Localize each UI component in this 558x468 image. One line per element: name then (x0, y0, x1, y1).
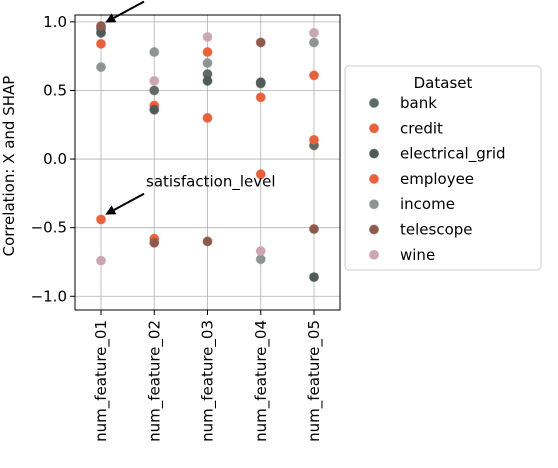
data-point-employee (96, 214, 106, 225)
y-tick-label: 0.0 (43, 150, 67, 168)
legend-marker-wine (369, 249, 379, 260)
data-point-electrical_grid (202, 75, 213, 86)
data-point-wine (202, 31, 213, 42)
y-tick-label: 1.0 (43, 13, 67, 31)
annotation-arrow (105, 192, 145, 215)
legend-label-telescope: telescope (400, 221, 473, 239)
legend-label-bank: bank (400, 94, 437, 112)
legend-marker-telescope (369, 224, 379, 235)
y-tick-label: 0.5 (43, 81, 67, 99)
data-point-employee (309, 134, 319, 145)
data-point-telescope (96, 20, 106, 31)
x-tick-label: num_feature_05 (305, 320, 324, 442)
legend-marker-credit (369, 123, 379, 134)
y-axis-ticks: 1.0 0.5 0.0 −0.5 −1.0 (31, 13, 75, 305)
data-point-bank (149, 85, 160, 96)
legend-label-wine: wine (400, 246, 435, 264)
data-point-credit (255, 92, 266, 103)
data-point-wine (255, 246, 266, 256)
legend-label-income: income (400, 195, 455, 213)
legend-title: Dataset (414, 74, 473, 92)
x-axis-ticks: num_feature_01 num_feature_02 num_feature_… (92, 310, 324, 442)
data-point-credit (309, 70, 319, 81)
annotations: durationsatisfaction_level (105, 0, 276, 215)
annotation-arrow (105, 0, 145, 23)
legend-box (344, 65, 542, 271)
data-point-employee (255, 169, 266, 180)
data-point-income (202, 58, 213, 69)
legend-marker-employee (369, 173, 379, 184)
x-tick-label: num_feature_01 (92, 320, 111, 442)
data-point-electrical_grid (309, 272, 319, 283)
y-tick-label: −1.0 (31, 287, 67, 305)
data-point-credit (96, 38, 106, 49)
y-axis-label: Correlation: X and SHAP (0, 76, 18, 257)
annotation-label: satisfaction_level (146, 173, 276, 192)
legend-marker-electrical_grid (369, 148, 379, 159)
legend-label-employee: employee (400, 170, 474, 188)
data-point-credit (202, 47, 213, 58)
data-point-electrical_grid (255, 77, 266, 88)
data-point-electrical_grid (149, 104, 160, 115)
legend-label-electrical_grid: electrical_grid (400, 145, 506, 164)
data-point-employee (202, 112, 213, 123)
data-point-income (96, 62, 106, 73)
data-point-telescope (309, 224, 319, 235)
data-point-wine (96, 255, 106, 266)
data-points (96, 20, 319, 283)
data-point-telescope (255, 37, 266, 48)
data-point-income (255, 254, 266, 265)
data-point-income (149, 47, 160, 58)
data-point-wine (309, 27, 319, 38)
legend-label-credit: credit (400, 119, 443, 137)
data-point-income (309, 37, 319, 48)
data-point-wine (149, 75, 160, 86)
data-point-telescope (202, 236, 213, 247)
legend-marker-bank (369, 98, 379, 108)
y-tick-label: −0.5 (31, 219, 67, 237)
legend: Dataset bank credit electrical_gridemploye… (344, 65, 542, 271)
legend-marker-income (369, 199, 379, 210)
data-point-telescope (149, 237, 160, 248)
x-tick-label: num_feature_02 (145, 320, 164, 442)
x-tick-label: num_feature_03 (199, 320, 218, 442)
x-tick-label: num_feature_04 (252, 320, 271, 442)
